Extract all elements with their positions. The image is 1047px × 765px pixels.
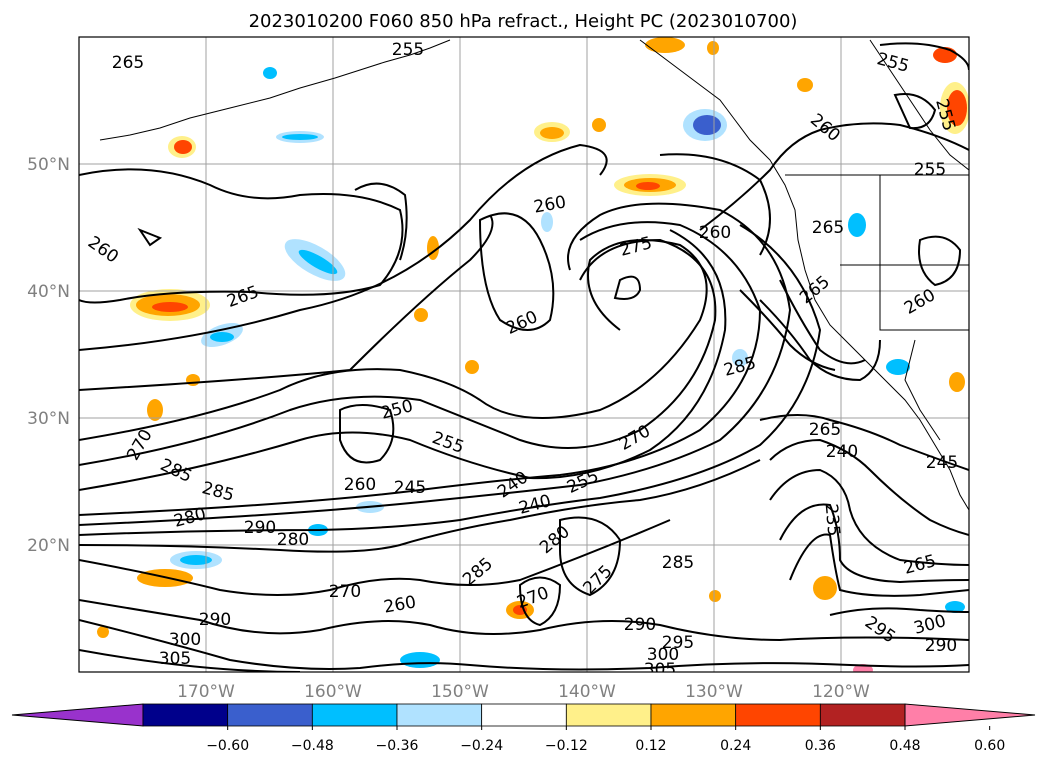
contour-label: 240 <box>826 442 858 462</box>
contour-label: 260 <box>699 223 731 243</box>
contour-label: 300 <box>647 645 679 665</box>
height-contours <box>79 42 969 672</box>
colorbar-extend-high <box>904 703 1036 727</box>
contour-label: 265 <box>812 218 844 238</box>
contour-label: 290 <box>199 610 231 630</box>
contour-label: 305 <box>644 660 676 680</box>
lat-label-40n: 40°N <box>27 282 70 302</box>
lon-label-160w: 160°W <box>304 682 362 702</box>
contour-label: 290 <box>925 636 957 656</box>
contour-label: 305 <box>159 649 191 669</box>
colorbar-swatch <box>396 703 483 727</box>
colorbar-swatch <box>142 703 229 727</box>
contour-label: 255 <box>914 160 946 180</box>
contour-label: 255 <box>392 40 424 60</box>
colorbar-tick-label: −0.60 <box>206 738 249 754</box>
longitude-labels: 170°W 160°W 150°W 140°W 130°W 120°W <box>177 682 870 702</box>
map-title: 2023010200 F060 850 hPa refract., Height… <box>249 11 798 32</box>
contour-label: 300 <box>169 630 201 650</box>
colorbar-tick-label: 0.48 <box>889 738 920 754</box>
contour-label: 265 <box>112 53 144 73</box>
colorbar-tick-label: −0.36 <box>376 738 419 754</box>
lon-label-140w: 140°W <box>558 682 616 702</box>
contour-label: 270 <box>329 582 361 602</box>
lat-label-30n: 30°N <box>27 409 70 429</box>
colorbar-tick-label: 0.60 <box>974 738 1005 754</box>
colorbar-tick-label: −0.48 <box>291 738 334 754</box>
contour-label: 235 <box>821 503 844 537</box>
lon-label-130w: 130°W <box>685 682 743 702</box>
colorbar-tick-label: −0.24 <box>460 738 503 754</box>
latitude-labels: 50°N 40°N 30°N 20°N <box>27 155 70 556</box>
lon-label-170w: 170°W <box>177 682 235 702</box>
contour-label: 280 <box>277 530 309 550</box>
shaded-anomaly-areas <box>97 37 969 672</box>
colorbar-swatch <box>650 703 737 727</box>
coastlines <box>99 39 969 511</box>
lon-label-150w: 150°W <box>431 682 489 702</box>
contour-label: 290 <box>624 615 656 635</box>
colorbar-extend-low <box>11 703 144 727</box>
lat-label-50n: 50°N <box>27 155 70 175</box>
colorbar: −0.60 −0.48 −0.36 −0.24 −0.12 0.12 0.24 0.36 0.4… <box>11 703 1036 754</box>
contour-label: 245 <box>394 478 426 498</box>
lon-label-120w: 120°W <box>812 682 870 702</box>
colorbar-swatch <box>565 703 652 727</box>
contour-label: 285 <box>662 553 694 573</box>
contour-label: 265 <box>809 420 841 440</box>
colorbar-swatch <box>311 703 398 727</box>
colorbar-swatch <box>227 703 313 727</box>
colorbar-tick-label: 0.36 <box>805 738 836 754</box>
colorbar-tick-label: −0.12 <box>545 738 588 754</box>
map-frame <box>78 36 970 673</box>
lat-label-20n: 20°N <box>27 536 70 556</box>
colorbar-swatch <box>819 703 906 727</box>
colorbar-swatch <box>735 703 821 727</box>
colorbar-swatch <box>481 703 567 727</box>
colorbar-tick-label: 0.24 <box>720 738 751 754</box>
contour-label: 245 <box>926 453 958 473</box>
contour-label: 260 <box>344 475 376 495</box>
colorbar-tick-label: 0.12 <box>635 738 666 754</box>
contour-label: 290 <box>244 518 276 538</box>
contour-label: 295 <box>662 633 694 653</box>
